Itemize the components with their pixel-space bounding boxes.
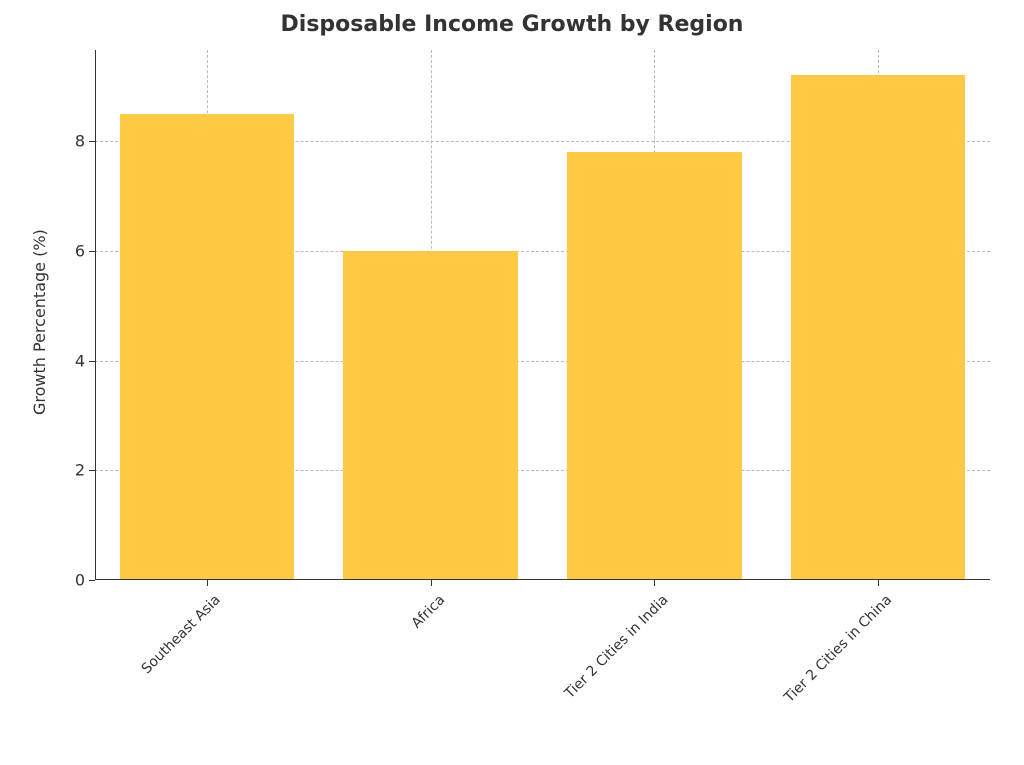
y-tick-label: 8 <box>75 132 95 151</box>
x-tick-mark <box>878 580 879 586</box>
y-tick-label: 2 <box>75 461 95 480</box>
y-axis-label: Growth Percentage (%) <box>30 229 49 415</box>
chart-title: Disposable Income Growth by Region <box>0 12 1024 37</box>
x-tick-label: Africa <box>408 592 448 632</box>
x-tick-mark <box>207 580 208 586</box>
y-axis-spine <box>95 50 96 580</box>
bar <box>343 251 518 580</box>
bar <box>791 75 966 580</box>
x-tick-label: Southeast Asia <box>139 592 224 677</box>
x-tick-mark <box>431 580 432 586</box>
bar <box>567 152 742 580</box>
plot-area: 02468Southeast AsiaAfricaTier 2 Cities i… <box>95 50 990 580</box>
y-tick-label: 4 <box>75 351 95 370</box>
x-tick-label: Tier 2 Cities in India <box>562 592 672 702</box>
x-axis-spine <box>95 579 990 580</box>
chart-container: Disposable Income Growth by Region Growt… <box>0 0 1024 765</box>
x-tick-label: Tier 2 Cities in China <box>782 592 896 706</box>
bar <box>120 114 295 580</box>
y-tick-label: 6 <box>75 241 95 260</box>
x-tick-mark <box>654 580 655 586</box>
y-tick-label: 0 <box>75 571 95 590</box>
